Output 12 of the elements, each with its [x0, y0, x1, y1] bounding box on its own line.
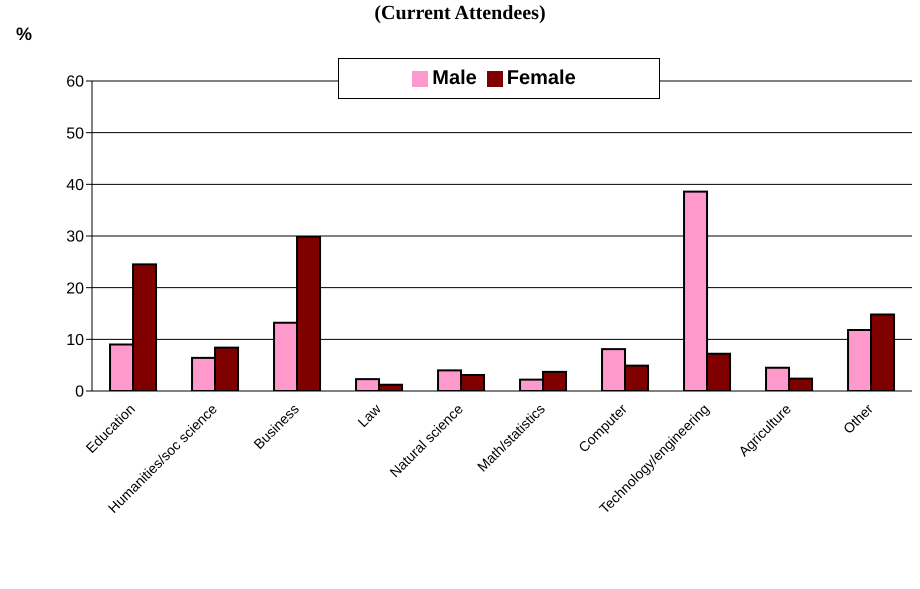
x-tick-label: Law: [354, 400, 385, 430]
y-tick-label: 0: [75, 384, 84, 401]
y-tick-label: 20: [66, 280, 84, 298]
y-tick-label: 50: [66, 125, 84, 142]
legend-label: Female: [506, 67, 576, 89]
y-tick-label: 60: [66, 74, 84, 91]
y-tick-label: 30: [66, 228, 84, 246]
chart-title: (Current Attendees): [373, 2, 547, 25]
legend-label: Male: [432, 67, 477, 89]
y-tick-label: 10: [66, 332, 84, 350]
y-tick-label: 40: [66, 177, 84, 194]
y-axis-title: %: [16, 24, 32, 45]
